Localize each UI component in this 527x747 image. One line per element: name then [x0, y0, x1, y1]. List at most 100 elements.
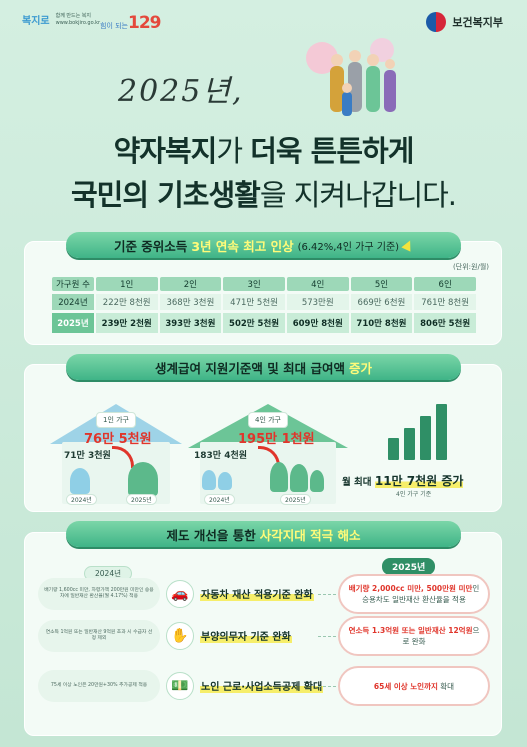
up-arrow-icon	[401, 238, 415, 252]
new-criteria: 65세 이상 노인까지 확대	[338, 666, 490, 706]
table-row-2025: 2025년 239만 2천원 393만 3천원 502만 5천원 609만 8천…	[52, 313, 476, 333]
improvement-title: 자동차 재산 적용기준 완화	[200, 586, 314, 601]
four-person-house: 4인 가구 195만 1천원 183만 4천원 2024년 2025년	[188, 384, 348, 505]
ribbon-2-text: 생계급여 지원기준액 및 최대 급여액	[155, 360, 345, 376]
connector-line	[318, 686, 336, 687]
table-cell: 471만 5천원	[223, 294, 285, 310]
ribbon-1-note: (6.42%,4인 가구 기준)	[297, 241, 400, 253]
connector-line	[318, 594, 336, 595]
table-header-cell: 3인	[223, 277, 285, 291]
year-tag: 2025년	[126, 494, 157, 505]
single-new-amount: 76만 5천원	[84, 432, 152, 447]
improvement-row: 연소득 1억원 또는 일반재산 9억원 초과 시 수급자 선정 제외 ✋ 부양의…	[32, 614, 494, 660]
bokjiro-logo-text: 복지로	[22, 16, 50, 27]
table-header-cell: 4인	[286, 277, 349, 291]
table-cell: 239만 2천원	[95, 313, 158, 333]
median-income-ribbon: 기준 중위소득 3년 연속 최고 인상 (6.42%,4인 가구 기준)	[66, 232, 461, 258]
headline-1-part-3: 더욱 튼튼하게	[250, 134, 414, 168]
government-emblem-icon	[426, 12, 447, 32]
logo-129-number: 129	[128, 13, 161, 33]
family-illustration-icon	[306, 38, 396, 116]
table-cell-year: 2025년	[52, 313, 94, 333]
ministry-logo[interactable]: 보건복지부	[426, 12, 503, 32]
headline-line-1: 약자복지가 더욱 튼튼하게	[0, 128, 527, 170]
four-new-amount: 195만 1천원	[238, 432, 315, 447]
script-title: 2025년,	[118, 74, 244, 109]
table-header-cell: 가구원 수	[52, 277, 94, 291]
four-old-amount: 183만 4천원	[194, 451, 248, 461]
livelihood-benefit-ribbon: 생계급여 지원기준액 및 최대 급여액 증가	[66, 354, 461, 380]
ribbon-2-highlight: 증가	[348, 360, 372, 376]
year-tag: 2024년	[204, 494, 235, 505]
table-cell-year: 2024년	[52, 294, 94, 310]
bar-icon	[388, 438, 399, 460]
improvement-row: 75세 이상 노인은 20만원+30% 추가공제 적용 💵 노인 근로·사업소득…	[32, 664, 494, 710]
logo-url: www.bokjiro.go.kr	[55, 19, 101, 26]
table-cell: 669만 6천원	[350, 294, 413, 310]
old-criteria: 배기량 1,600cc 미만, 차령가액 200만원 미만인 승용차에 일반재산…	[38, 578, 160, 610]
improvement-title: 노인 근로·사업소득공제 확대	[200, 678, 324, 693]
new-criteria: 연소득 1.3억원 또는 일반재산 12억원으로 완화	[338, 616, 490, 656]
median-income-table: 가구원 수 1인 2인 3인 4인 5인 6인 2024년 222만 8천원 3…	[50, 274, 478, 336]
person-icon	[128, 462, 158, 496]
household-label: 4인 가구	[248, 412, 288, 428]
ribbon-3-text: 제도 개선을 통한	[166, 527, 256, 543]
money-icon: 💵	[166, 672, 194, 700]
table-cell: 393만 3천원	[159, 313, 222, 333]
logo-129: 힘이 되는129	[100, 13, 161, 33]
logo-tagline: 함께 만드는 복지	[55, 12, 91, 19]
new-criteria-highlight: 65세 이상 노인까지	[373, 681, 438, 691]
table-cell: 573만원	[286, 294, 349, 310]
new-criteria-rest: 인 승용차도 일반재산 환산율을 적용	[362, 584, 480, 604]
old-criteria: 연소득 1억원 또는 일반재산 9억원 초과 시 수급자 선정 제외	[38, 620, 160, 652]
new-criteria-highlight: 배기량 2,000cc 미만, 500만원 미만	[348, 584, 473, 593]
table-cell: 222만 8천원	[95, 294, 158, 310]
single-household-house: 1인 가구 76만 5천원 71만 3천원 2024년 2025년	[50, 384, 182, 505]
table-cell: 761만 8천원	[414, 294, 476, 310]
new-criteria-highlight: 연소득 1.3억원 또는 일반재산 12억원	[348, 626, 473, 635]
bokjiro-logo[interactable]: 복지로 함께 만드는 복지 www.bokjiro.go.kr	[22, 12, 101, 28]
max-prefix: 월 최대	[342, 477, 372, 488]
new-criteria: 배기량 2,000cc 미만, 500만원 미만인 승용차도 일반재산 환산율을…	[338, 574, 490, 614]
year-tag: 2024년	[66, 494, 97, 505]
improvement-title: 부양의무자 기준 완화	[200, 628, 292, 643]
headline-line-2: 국민의 기초생활을 지켜나갑니다.	[0, 172, 527, 214]
improvement-row: 배기량 1,600cc 미만, 차령가액 200만원 미만인 승용차에 일반재산…	[32, 572, 494, 618]
car-icon: 🚗	[166, 580, 194, 608]
ribbon-1-highlight: 3년 연속 최고 인상	[191, 238, 294, 254]
table-cell: 368만 3천원	[159, 294, 222, 310]
max-value: 11만 7천원 증가	[374, 474, 464, 488]
headline-2-part-1: 국민의 기초생활	[70, 178, 261, 212]
max-note: 4인 가구 기준	[396, 491, 432, 498]
unit-label: (단위:원/월)	[453, 263, 489, 271]
new-criteria-rest: 확대	[437, 681, 455, 691]
headline-1-part-1: 약자복지	[113, 134, 218, 168]
table-cell: 502만 5천원	[223, 313, 285, 333]
person-icon	[270, 462, 288, 492]
ribbon-1-text-a: 기준 중위소득	[113, 238, 188, 254]
table-header-cell: 2인	[159, 277, 222, 291]
bar-icon	[404, 428, 415, 460]
improvement-ribbon: 제도 개선을 통한 사각지대 적극 해소	[66, 521, 461, 547]
table-header-cell: 6인	[414, 277, 476, 291]
old-criteria: 75세 이상 노인은 20만원+30% 추가공제 적용	[38, 670, 160, 702]
tag-2025: 2025년	[382, 558, 436, 575]
connector-line	[318, 636, 336, 637]
headline-1-part-2: 가	[216, 134, 251, 168]
table-cell: 710만 8천원	[350, 313, 413, 333]
person-icon	[70, 468, 90, 494]
table-cell: 609만 8천원	[286, 313, 349, 333]
person-icon	[310, 470, 324, 492]
year-tag: 2025년	[280, 494, 311, 505]
bar-icon	[436, 404, 447, 460]
max-increase-text: 월 최대 11만 7천원 증가	[342, 472, 464, 489]
logo-129-prefix: 힘이 되는	[100, 22, 128, 30]
single-old-amount: 71만 3천원	[64, 451, 111, 461]
table-header-cell: 1인	[95, 277, 158, 291]
person-icon	[218, 472, 232, 490]
hand-coin-icon: ✋	[166, 622, 194, 650]
household-label: 1인 가구	[96, 412, 136, 428]
person-icon	[202, 470, 216, 490]
table-row-2024: 2024년 222만 8천원 368만 3천원 471만 5천원 573만원 6…	[52, 294, 476, 310]
